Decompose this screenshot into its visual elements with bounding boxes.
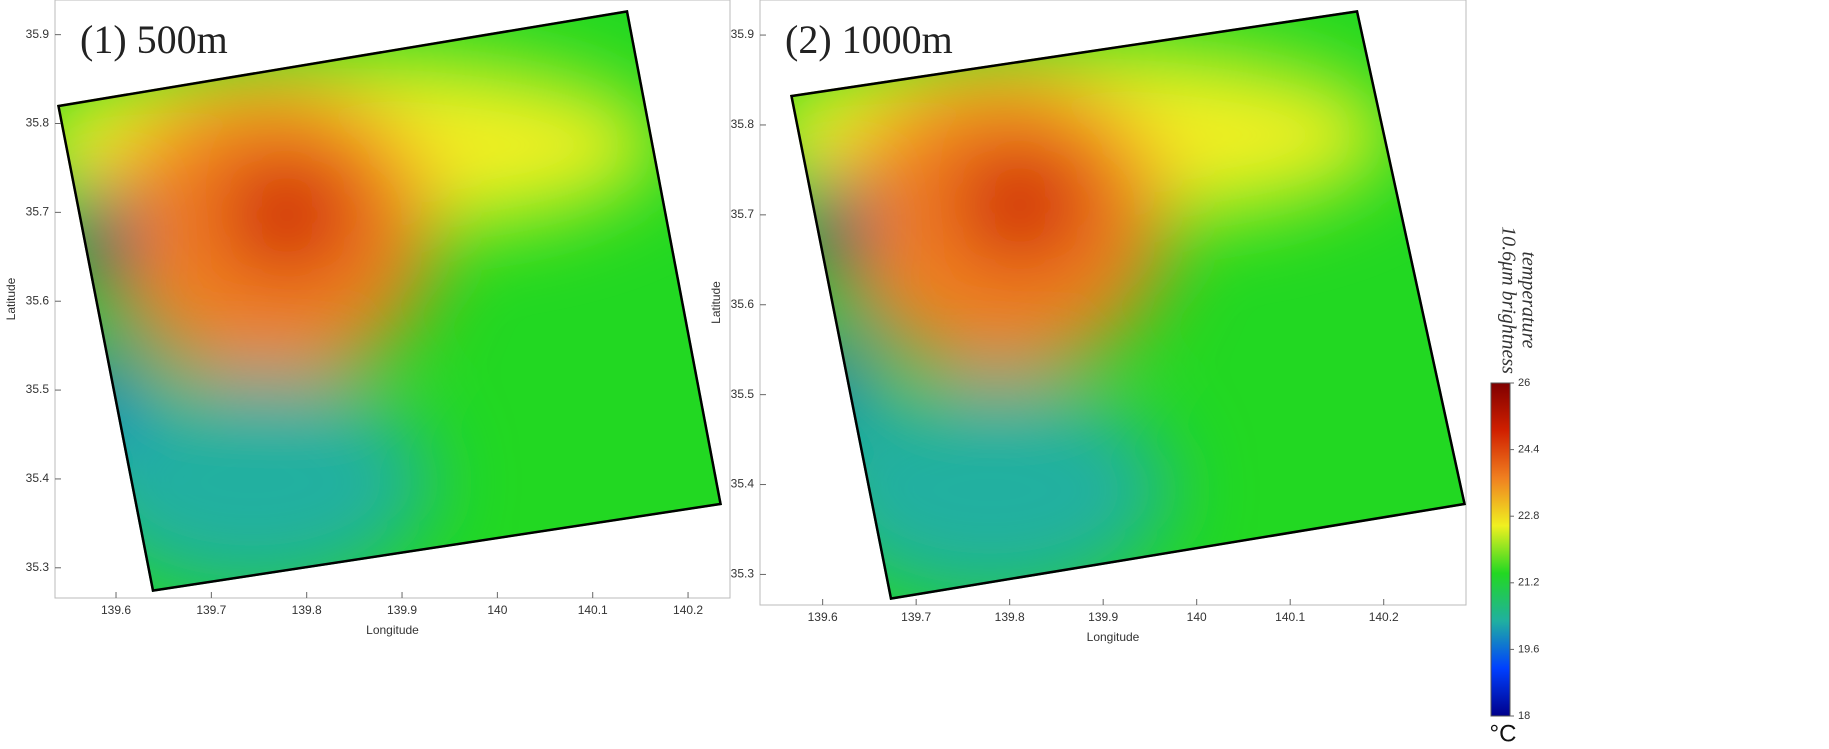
colorbar-tick-label: 26 (1518, 377, 1530, 389)
colorbar-tick-label: 18 (1518, 710, 1530, 722)
cold-zone (62, 195, 132, 275)
x-tick-label: 140.2 (1369, 610, 1399, 624)
colorbar-label: 10.6μm brightness (1497, 226, 1519, 374)
x-tick-label: 140.2 (673, 603, 703, 617)
plot-frame (54, 0, 731, 599)
y-tick-label: 35.7 (26, 205, 50, 219)
y-tick-label: 35.3 (26, 560, 50, 574)
colorbar-tick-label: 22.8 (1518, 510, 1539, 522)
x-tick-label: 140 (487, 603, 507, 617)
x-tick-label: 139.7 (901, 610, 931, 624)
temperature-swath (790, 10, 1466, 600)
cool-zone (810, 380, 1170, 600)
colorbar-tick-label: 24.4 (1518, 444, 1539, 456)
y-tick-label: 35.8 (26, 116, 50, 130)
plot-frame (759, 0, 1467, 606)
y-tick-label: 35.3 (731, 567, 755, 581)
x-tick-label: 140.1 (578, 603, 608, 617)
temperature-swath (57, 10, 722, 592)
y-tick-label: 35.9 (26, 27, 50, 41)
cool-zone (72, 372, 432, 592)
x-tick-label: 140.1 (1275, 610, 1305, 624)
x-tick-label: 139.9 (1088, 610, 1118, 624)
colorbar (1490, 382, 1511, 717)
panel-title: (2) 1000m (785, 17, 953, 62)
cold-zone (67, 345, 127, 445)
y-tick-label: 35.6 (26, 293, 50, 307)
y-tick-label: 35.5 (26, 382, 50, 396)
y-tick-label: 35.7 (731, 207, 755, 221)
y-tick-label: 35.4 (26, 471, 50, 485)
swath-edge (57, 10, 722, 592)
x-tick-label: 139.6 (808, 610, 838, 624)
y-tick-label: 35.9 (731, 27, 755, 41)
colorbar-tick-label: 19.6 (1518, 643, 1539, 655)
cold-zone (795, 185, 865, 265)
hot-zone (950, 145, 1090, 265)
colorbar-unit: °C (1490, 720, 1517, 747)
colorbar-label: temperature (1517, 251, 1539, 348)
y-tick-label: 35.6 (731, 297, 755, 311)
y-axis-label: Latitude (709, 281, 723, 324)
y-tick-label: 35.5 (731, 387, 755, 401)
y-tick-label: 35.8 (731, 117, 755, 131)
hot-zone (217, 155, 357, 275)
x-tick-label: 140 (1187, 610, 1207, 624)
panel-title: (1) 500m (80, 17, 228, 62)
x-axis-label: Longitude (1087, 630, 1140, 644)
y-tick-label: 35.4 (731, 477, 755, 491)
x-axis-label: Longitude (366, 623, 419, 637)
x-tick-label: 139.8 (292, 603, 322, 617)
x-tick-label: 139.9 (387, 603, 417, 617)
x-tick-label: 139.7 (196, 603, 226, 617)
x-tick-label: 139.6 (101, 603, 131, 617)
x-tick-label: 139.8 (995, 610, 1025, 624)
cold-zone (800, 335, 860, 435)
y-axis-label: Latitude (4, 277, 18, 320)
colorbar-tick-label: 21.2 (1518, 577, 1539, 589)
